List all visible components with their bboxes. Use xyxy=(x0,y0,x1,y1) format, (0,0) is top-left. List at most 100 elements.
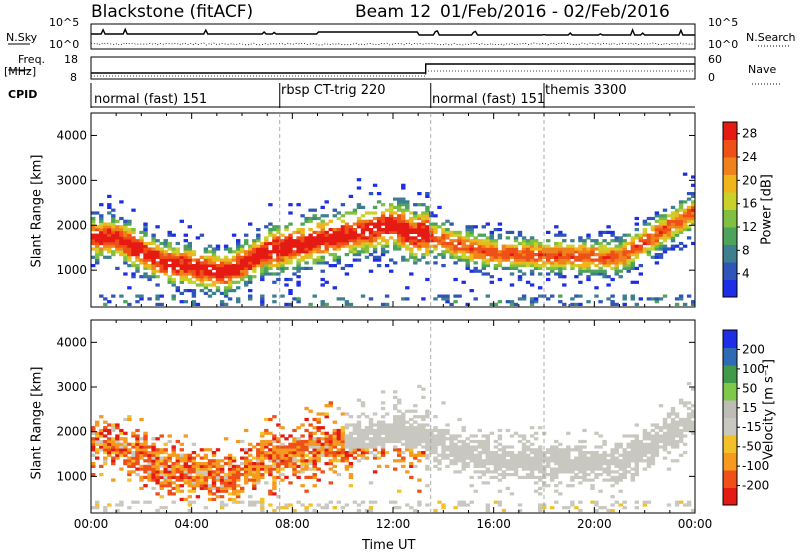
velocity-cell xyxy=(630,473,635,477)
power-cell xyxy=(421,228,426,232)
power-cell xyxy=(441,244,446,248)
power-colorbar-tick-label-5: 24 xyxy=(742,150,757,164)
velocity-cell xyxy=(501,459,507,463)
power-cell xyxy=(658,228,664,232)
power-cell xyxy=(99,236,104,240)
velocity-cell xyxy=(513,453,519,457)
velocity-cell xyxy=(223,475,229,479)
power-cell xyxy=(340,214,346,218)
power-cell xyxy=(393,222,398,226)
power-cell xyxy=(139,244,144,248)
xtick-label-6: 00:00 xyxy=(678,517,713,531)
power-cell xyxy=(183,277,188,282)
power-cell xyxy=(127,302,132,306)
cpid-mode-2: normal (fast) 151 xyxy=(432,92,546,107)
power-cell xyxy=(272,236,277,240)
power-cell xyxy=(594,253,599,257)
velocity-cell xyxy=(292,439,297,444)
velocity-cell xyxy=(421,387,426,391)
velocity-cell xyxy=(678,420,684,424)
power-cell xyxy=(139,236,144,240)
power-cell xyxy=(171,253,176,257)
velocity-cell xyxy=(570,470,575,474)
velocity-cell xyxy=(650,445,656,449)
power-cell xyxy=(284,239,289,243)
velocity-cell xyxy=(252,467,257,471)
power-cell xyxy=(497,228,503,232)
velocity-cell xyxy=(513,431,519,435)
velocity-cell xyxy=(111,428,116,433)
velocity-cell xyxy=(473,453,478,457)
power-cell xyxy=(405,244,410,248)
power-cell xyxy=(107,222,112,226)
power-cell xyxy=(372,225,378,229)
power-cell xyxy=(682,214,688,218)
power-cell xyxy=(111,239,116,243)
velocity-cell xyxy=(372,456,378,460)
power-cell xyxy=(650,241,656,246)
power-cell xyxy=(163,250,168,254)
power-cell xyxy=(151,272,156,276)
power-cell xyxy=(95,228,100,232)
power-cell xyxy=(348,233,354,237)
velocity-cell xyxy=(614,448,619,452)
velocity-cell xyxy=(179,459,184,463)
power-cell xyxy=(199,275,205,279)
power-cell xyxy=(538,286,543,290)
power-cell xyxy=(691,194,696,198)
power-cell xyxy=(288,255,293,259)
power-cell xyxy=(356,244,362,248)
power-cell xyxy=(143,253,148,257)
velocity-cell xyxy=(505,445,511,449)
power-cell xyxy=(264,261,269,265)
power-cell xyxy=(614,302,619,306)
power-cell xyxy=(517,264,523,268)
power-cell xyxy=(658,297,664,301)
power-cell xyxy=(191,253,197,257)
velocity-cell xyxy=(288,445,293,449)
velocity-cell xyxy=(397,459,402,463)
power-cell xyxy=(372,255,378,259)
velocity-cell xyxy=(497,464,503,468)
power-cell xyxy=(654,219,660,223)
power-cell xyxy=(280,247,285,251)
power-ytick-label-2: 3000 xyxy=(56,173,87,187)
velocity-cell xyxy=(622,470,627,474)
power-cell xyxy=(401,208,406,212)
power-cell xyxy=(252,247,257,251)
power-cell xyxy=(477,250,482,254)
power-cell xyxy=(264,247,269,251)
velocity-cell xyxy=(409,464,414,468)
velocity-cell xyxy=(304,475,309,479)
velocity-cell xyxy=(179,478,184,482)
velocity-cell xyxy=(372,500,378,504)
velocity-cell xyxy=(191,500,197,504)
velocity-cell xyxy=(151,486,156,490)
power-cell xyxy=(175,247,180,251)
velocity-cell xyxy=(405,428,410,433)
velocity-cell xyxy=(356,398,362,402)
power-cell xyxy=(191,264,197,268)
power-cell xyxy=(417,228,422,232)
velocity-cell xyxy=(477,428,482,433)
velocity-cell xyxy=(493,459,499,463)
nave-label: Nave xyxy=(748,63,777,76)
velocity-cell xyxy=(409,445,414,449)
velocity-cell xyxy=(425,442,430,446)
velocity-cell xyxy=(179,475,184,479)
velocity-cell xyxy=(662,417,668,422)
power-cell xyxy=(574,302,579,306)
velocity-cell xyxy=(260,431,265,435)
power-cell xyxy=(376,222,382,226)
power-cell xyxy=(449,250,454,254)
power-cell xyxy=(453,277,458,282)
velocity-cell xyxy=(610,478,615,482)
velocity-cell xyxy=(175,453,180,457)
velocity-cell xyxy=(227,473,233,477)
velocity-cell xyxy=(674,459,680,463)
velocity-cell xyxy=(95,506,100,510)
power-cell xyxy=(594,272,599,276)
velocity-cell xyxy=(264,470,269,474)
velocity-cell xyxy=(461,462,466,466)
power-cell xyxy=(236,250,241,254)
